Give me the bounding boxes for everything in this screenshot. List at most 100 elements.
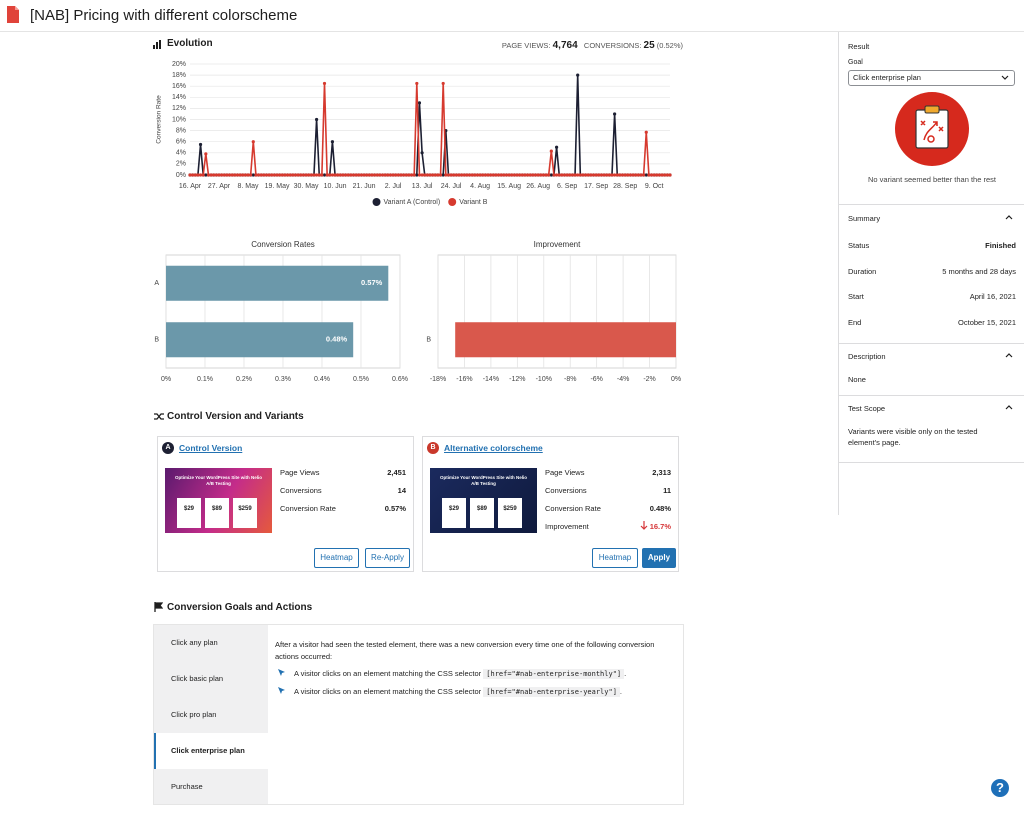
point xyxy=(383,173,387,177)
point xyxy=(275,173,279,177)
point xyxy=(336,173,340,177)
button[interactable]: Apply xyxy=(642,548,676,568)
point xyxy=(470,173,474,177)
point xyxy=(520,173,524,177)
panel-title: Summary xyxy=(848,214,881,223)
goal-tab[interactable]: Purchase xyxy=(171,782,203,791)
point xyxy=(436,173,440,177)
point xyxy=(243,173,247,177)
collapse-icon[interactable] xyxy=(1005,214,1013,220)
thumbnail: Optimize Your WordPress Site with Nelio … xyxy=(430,468,537,533)
point xyxy=(420,173,424,177)
action-row: A visitor clicks on an element matching … xyxy=(294,687,622,697)
button[interactable]: Heatmap xyxy=(314,548,359,568)
button[interactable]: Re-Apply xyxy=(365,548,410,568)
point xyxy=(441,173,445,177)
point xyxy=(457,173,461,177)
cursor xyxy=(278,687,285,694)
x-tick-label: -18% xyxy=(430,376,446,383)
stat-value: 11 xyxy=(663,486,671,495)
collapse-icon[interactable] xyxy=(1005,404,1013,410)
point xyxy=(523,173,527,177)
point xyxy=(198,142,203,147)
x-tick-label: 0.6% xyxy=(392,376,408,383)
point xyxy=(412,173,416,177)
point xyxy=(441,81,445,86)
panel-title: Result xyxy=(848,42,870,51)
goal-tab[interactable]: Click basic plan xyxy=(171,674,224,683)
point xyxy=(657,173,662,177)
x-tick-label: -2% xyxy=(643,376,655,383)
x-tick-label: 9. Oct xyxy=(645,183,664,190)
point xyxy=(283,173,287,177)
point xyxy=(420,151,424,155)
y-tick-label: 6% xyxy=(176,139,186,146)
point xyxy=(584,173,588,177)
point xyxy=(206,173,211,177)
point xyxy=(491,173,495,177)
point xyxy=(235,173,240,177)
collapse-icon[interactable] xyxy=(1005,352,1013,358)
point xyxy=(278,173,282,177)
series-line xyxy=(190,75,670,176)
y-tick-label: 12% xyxy=(172,105,186,112)
help-button[interactable]: ? xyxy=(991,779,1009,797)
point xyxy=(296,173,300,177)
variant-name[interactable]: Alternative colorscheme xyxy=(444,443,543,453)
point xyxy=(454,173,458,177)
point xyxy=(394,173,398,177)
category-label: B xyxy=(154,337,159,344)
goal-tab[interactable]: Click any plan xyxy=(171,638,218,647)
point xyxy=(460,173,464,177)
button[interactable]: Heatmap xyxy=(592,548,638,568)
y-tick-label: 20% xyxy=(172,61,186,68)
point xyxy=(570,173,575,177)
point xyxy=(518,173,522,177)
point xyxy=(541,173,546,177)
point xyxy=(605,173,609,177)
point xyxy=(304,173,308,177)
point xyxy=(256,173,261,177)
goal-select[interactable]: Click enterprise plan xyxy=(848,70,1015,86)
point xyxy=(251,173,255,177)
x-tick-label: 17. Sep xyxy=(584,183,608,190)
goal-tab[interactable]: Click enterprise plan xyxy=(154,733,268,769)
point xyxy=(665,173,669,177)
point xyxy=(388,173,393,177)
arrow xyxy=(640,521,648,530)
point xyxy=(272,173,276,177)
action-row: A visitor clicks on an element matching … xyxy=(294,669,626,679)
point xyxy=(428,173,432,177)
point xyxy=(573,173,577,177)
point xyxy=(301,173,306,177)
css-selector: [href="#nab-enterprise-yearly"] xyxy=(483,687,620,697)
point xyxy=(386,173,390,177)
top-bar: [NAB] Pricing with different colorscheme xyxy=(0,0,1024,32)
point xyxy=(642,173,646,177)
point xyxy=(581,173,585,177)
point xyxy=(259,173,263,177)
point xyxy=(504,173,509,177)
variant-card: A Control Version Optimize Your WordPress … xyxy=(157,436,414,572)
shuffle-icon xyxy=(154,413,164,420)
stat-value: 0.57% xyxy=(384,504,406,513)
x-tick-label: 28. Sep xyxy=(613,183,637,190)
point xyxy=(623,173,627,177)
point xyxy=(549,149,553,153)
point xyxy=(264,173,269,177)
y-tick-label: 4% xyxy=(176,150,186,157)
goal-tab[interactable]: Click pro plan xyxy=(171,710,217,719)
point xyxy=(396,173,400,177)
chevron xyxy=(1005,353,1013,358)
point xyxy=(552,173,556,177)
summary-label: Status xyxy=(848,241,870,250)
point xyxy=(351,173,356,177)
x-tick-label: 0.5% xyxy=(353,376,369,383)
point xyxy=(528,173,532,177)
point xyxy=(668,173,672,177)
point xyxy=(652,173,656,177)
variant-name[interactable]: Control Version xyxy=(179,443,243,453)
value-label: 0.48% xyxy=(326,335,348,344)
point xyxy=(370,173,374,177)
evolution-chart: 0% 2% 4% 6% 8% 10% 12% 14% 16% 18% 20% Conversion R… xyxy=(156,61,672,206)
